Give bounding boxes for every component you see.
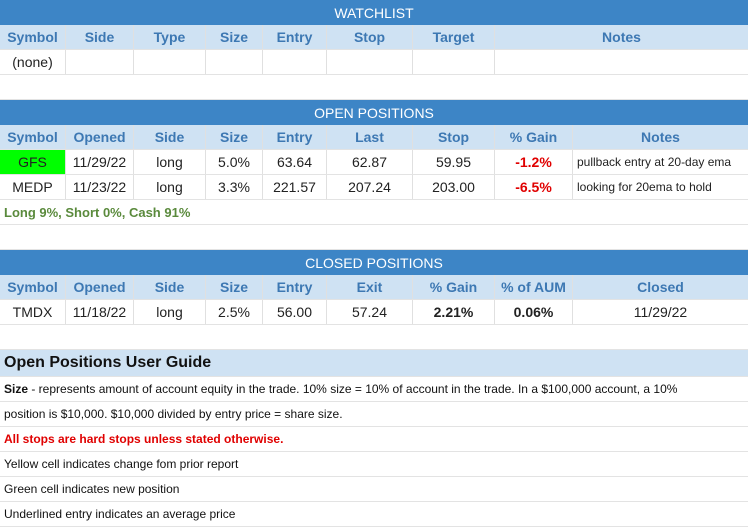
table-row: MEDP 11/23/22 long 3.3% 221.57 207.24 20… [0, 175, 748, 200]
side-cell: long [134, 175, 206, 199]
symbol-cell: TMDX [0, 300, 66, 324]
col-header-notes: Notes [602, 29, 641, 45]
col-header-target: Target [413, 25, 495, 49]
stop-cell: 203.00 [413, 175, 495, 199]
col-header-notes: Notes [641, 129, 680, 145]
allocation-summary-row: Long 9%, Short 0%, Cash 91% [0, 200, 748, 225]
opened-cell: 11/29/22 [66, 150, 134, 174]
table-row: GFS 11/29/22 long 5.0% 63.64 62.87 59.95… [0, 150, 748, 175]
cell [206, 50, 263, 74]
watchlist-empty-text: (none) [0, 50, 66, 74]
size-explanation-text: - represents amount of account equity in… [28, 382, 678, 396]
side-cell: long [134, 150, 206, 174]
cell [327, 50, 413, 74]
col-header-size: Size [206, 275, 263, 299]
notes-cell: pullback entry at 20-day ema [577, 155, 732, 169]
table-row: TMDX 11/18/22 long 2.5% 56.00 57.24 2.21… [0, 300, 748, 325]
exit-cell: 57.24 [327, 300, 413, 324]
stops-note-row: All stops are hard stops unless stated o… [0, 427, 748, 452]
closed-positions-title: CLOSED POSITIONS [305, 254, 443, 271]
last-cell: 62.87 [327, 150, 413, 174]
col-header-opened: Opened [66, 125, 134, 149]
col-header-side: Side [66, 25, 134, 49]
open-positions-header-row: Symbol Opened Side Size Entry Last Stop … [0, 125, 748, 150]
col-header-entry: Entry [263, 275, 327, 299]
opened-cell: 11/18/22 [66, 300, 134, 324]
yellow-note-row: Yellow cell indicates change fom prior r… [0, 452, 748, 477]
size-cell: 5.0% [206, 150, 263, 174]
open-positions-title: OPEN POSITIONS [314, 104, 434, 121]
green-note: Green cell indicates new position [4, 482, 180, 496]
spacer-row [0, 225, 748, 250]
col-header-size: Size [206, 25, 263, 49]
col-header-exit: Exit [327, 275, 413, 299]
entry-cell: 63.64 [263, 150, 327, 174]
notes-cell: looking for 20ema to hold [577, 180, 712, 194]
col-header-stop: Stop [327, 25, 413, 49]
gain-cell: -1.2% [495, 150, 573, 174]
green-note-row: Green cell indicates new position [0, 477, 748, 502]
watchlist-title: WATCHLIST [334, 4, 414, 21]
col-header-opened: Opened [66, 275, 134, 299]
col-header-gain: % Gain [413, 275, 495, 299]
aum-cell: 0.06% [495, 300, 573, 324]
gain-cell: 2.21% [413, 300, 495, 324]
open-positions-title-bar: OPEN POSITIONS [0, 100, 748, 125]
symbol-cell: GFS [0, 150, 66, 174]
gain-cell: -6.5% [495, 175, 573, 199]
user-guide-title: Open Positions User Guide [4, 354, 212, 371]
size-explanation-line-2: position is $10,000. $10,000 divided by … [0, 402, 748, 427]
stops-note: All stops are hard stops unless stated o… [4, 432, 284, 446]
col-header-entry: Entry [263, 25, 327, 49]
size-label: Size [4, 382, 29, 396]
col-header-gain: % Gain [495, 125, 573, 149]
closed-date-cell: 11/29/22 [633, 304, 688, 320]
col-header-aum: % of AUM [495, 275, 573, 299]
col-header-side: Side [134, 125, 206, 149]
stop-cell: 59.95 [413, 150, 495, 174]
cell [495, 50, 748, 74]
cell [66, 50, 134, 74]
cell [413, 50, 495, 74]
entry-cell: 221.57 [263, 175, 327, 199]
spacer-row [0, 325, 748, 350]
col-header-symbol: Symbol [0, 275, 66, 299]
col-header-entry: Entry [263, 125, 327, 149]
size-cell: 2.5% [206, 300, 263, 324]
col-header-last: Last [327, 125, 413, 149]
size-explanation-text-2: position is $10,000. $10,000 divided by … [4, 407, 343, 421]
cell [134, 50, 206, 74]
underline-note-row: Underlined entry indicates an average pr… [0, 502, 748, 527]
watchlist-row: (none) [0, 50, 748, 75]
symbol-cell: MEDP [0, 175, 66, 199]
allocation-summary: Long 9%, Short 0%, Cash 91% [4, 204, 191, 220]
spacer-row [0, 75, 748, 100]
underline-note: Underlined entry indicates an average pr… [4, 507, 236, 521]
user-guide-title-row: Open Positions User Guide [0, 350, 748, 377]
col-header-stop: Stop [413, 125, 495, 149]
side-cell: long [134, 300, 206, 324]
watchlist-header-row: Symbol Side Type Size Entry Stop Target … [0, 25, 748, 50]
last-cell: 207.24 [327, 175, 413, 199]
watchlist-title-bar: WATCHLIST [0, 0, 748, 25]
yellow-note: Yellow cell indicates change fom prior r… [4, 457, 239, 471]
col-header-closed: Closed [637, 279, 684, 295]
cell [263, 50, 327, 74]
size-explanation-line-1: Size - represents amount of account equi… [0, 377, 748, 402]
col-header-symbol: Symbol [0, 125, 66, 149]
closed-positions-header-row: Symbol Opened Side Size Entry Exit % Gai… [0, 275, 748, 300]
col-header-symbol: Symbol [0, 25, 66, 49]
closed-positions-title-bar: CLOSED POSITIONS [0, 250, 748, 275]
entry-cell: 56.00 [263, 300, 327, 324]
size-cell: 3.3% [206, 175, 263, 199]
col-header-side: Side [134, 275, 206, 299]
opened-cell: 11/23/22 [66, 175, 134, 199]
col-header-type: Type [134, 25, 206, 49]
col-header-size: Size [206, 125, 263, 149]
